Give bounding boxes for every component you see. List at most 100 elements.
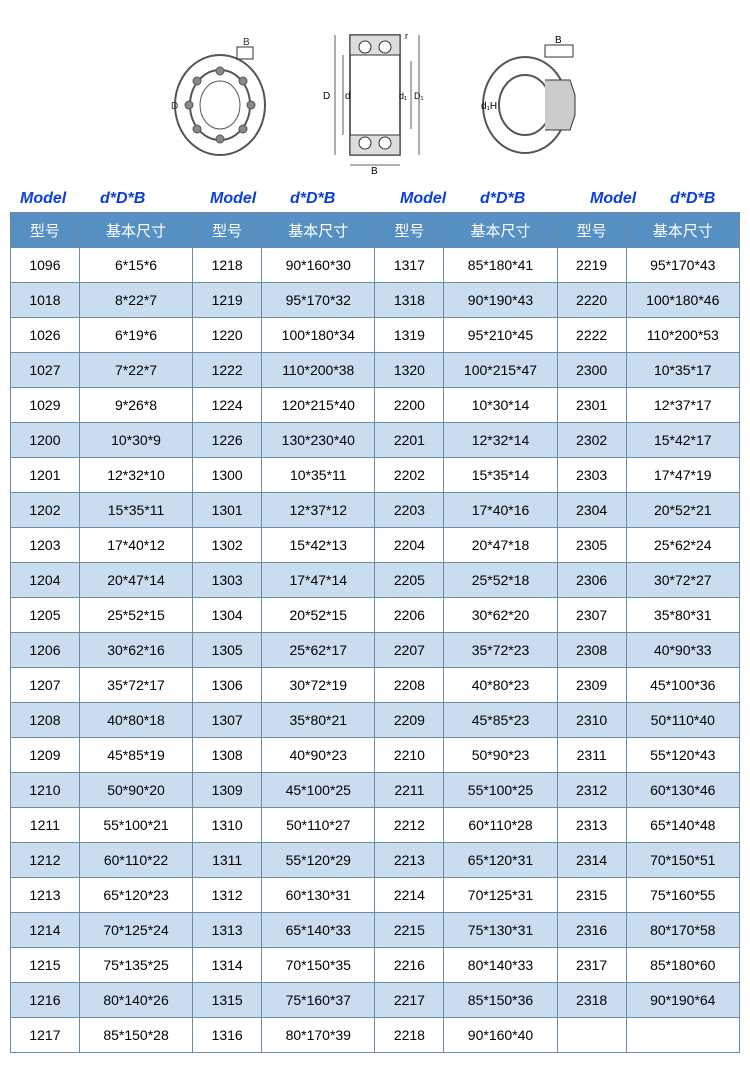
cell-dim: 95*170*32	[262, 283, 375, 318]
cell-dim: 75*130*31	[444, 913, 557, 948]
table-row: 121260*110*22131155*120*29221365*120*312…	[11, 843, 740, 878]
cell-model: 2210	[375, 738, 444, 773]
cell-dim: 12*32*14	[444, 423, 557, 458]
cell-dim: 40*80*23	[444, 668, 557, 703]
cell-dim: 70*150*51	[626, 843, 739, 878]
cell-dim: 90*160*30	[262, 248, 375, 283]
cell-dim: 65*120*23	[79, 878, 192, 913]
cell-dim: 20*52*15	[262, 598, 375, 633]
cell-dim: 12*37*12	[262, 493, 375, 528]
svg-text:D: D	[323, 91, 330, 102]
cell-dim: 9*26*8	[79, 388, 192, 423]
cell-dim: 35*80*31	[626, 598, 739, 633]
cell-dim: 6*15*6	[79, 248, 192, 283]
cell-model: 2307	[557, 598, 626, 633]
cell-model: 2219	[557, 248, 626, 283]
cell-model: 2207	[375, 633, 444, 668]
cell-dim: 100*180*34	[262, 318, 375, 353]
label-model-3: Model	[390, 190, 480, 208]
table-row: 10299*26*81224120*215*40220010*30*142301…	[11, 388, 740, 423]
cell-model: 1202	[11, 493, 80, 528]
cell-model: 1311	[193, 843, 262, 878]
cell-model: 1220	[193, 318, 262, 353]
label-dim-4: d*D*B	[670, 190, 750, 208]
cell-dim: 35*72*17	[79, 668, 192, 703]
table-row: 121785*150*28131680*170*39221890*160*40	[11, 1018, 740, 1053]
label-dim-1: d*D*B	[100, 190, 200, 208]
cell-model: 2214	[375, 878, 444, 913]
cell-dim: 80*140*33	[444, 948, 557, 983]
cell-model: 1207	[11, 668, 80, 703]
cell-model: 1307	[193, 703, 262, 738]
table-row: 10966*15*6121890*160*30131785*180*412219…	[11, 248, 740, 283]
cell-dim: 50*90*23	[444, 738, 557, 773]
cell-model: 1026	[11, 318, 80, 353]
cell-dim: 60*110*22	[79, 843, 192, 878]
table-body: 10966*15*6121890*160*30131785*180*412219…	[11, 248, 740, 1053]
cell-dim: 75*160*55	[626, 878, 739, 913]
cell-model: 1224	[193, 388, 262, 423]
cell-model: 1310	[193, 808, 262, 843]
th-dim: 基本尺寸	[79, 213, 192, 248]
cell-model: 1201	[11, 458, 80, 493]
cell-dim: 90*190*64	[626, 983, 739, 1018]
cell-dim: 25*52*18	[444, 563, 557, 598]
cell-model: 2209	[375, 703, 444, 738]
table-row: 10188*22*7121995*170*32131890*190*432220…	[11, 283, 740, 318]
cell-dim: 120*215*40	[262, 388, 375, 423]
table-row: 10277*22*71222110*200*381320100*215*4723…	[11, 353, 740, 388]
cell-model: 2218	[375, 1018, 444, 1053]
cell-dim: 55*120*29	[262, 843, 375, 878]
cell-dim: 10*30*9	[79, 423, 192, 458]
cell-dim: 100*180*46	[626, 283, 739, 318]
cell-dim: 65*140*33	[262, 913, 375, 948]
cell-dim: 20*47*14	[79, 563, 192, 598]
svg-text:D: D	[171, 101, 178, 112]
cell-dim: 10*30*14	[444, 388, 557, 423]
cell-model: 1210	[11, 773, 80, 808]
cell-model: 2304	[557, 493, 626, 528]
cell-model: 2204	[375, 528, 444, 563]
cell-model: 1027	[11, 353, 80, 388]
cell-model: 1316	[193, 1018, 262, 1053]
label-dim-3: d*D*B	[480, 190, 580, 208]
cell-dim: 10*35*11	[262, 458, 375, 493]
table-row: 120215*35*11130112*37*12220317*40*162304…	[11, 493, 740, 528]
cell-dim: 40*80*18	[79, 703, 192, 738]
cell-dim: 80*170*39	[262, 1018, 375, 1053]
cell-dim: 6*19*6	[79, 318, 192, 353]
cell-dim: 80*140*26	[79, 983, 192, 1018]
cell-model: 2222	[557, 318, 626, 353]
cell-model: 1305	[193, 633, 262, 668]
table-row: 120420*47*14130317*47*14220525*52*182306…	[11, 563, 740, 598]
column-labels-row: Model d*D*B Model d*D*B Model d*D*B Mode…	[0, 190, 750, 212]
cell-dim: 75*135*25	[79, 948, 192, 983]
cell-dim	[626, 1018, 739, 1053]
cell-model: 2305	[557, 528, 626, 563]
cell-dim: 30*72*19	[262, 668, 375, 703]
table-row: 120945*85*19130840*90*23221050*90*232311…	[11, 738, 740, 773]
cell-model: 1304	[193, 598, 262, 633]
cell-dim: 50*110*40	[626, 703, 739, 738]
cell-model: 1212	[11, 843, 80, 878]
cell-dim: 85*150*28	[79, 1018, 192, 1053]
cell-model: 2315	[557, 878, 626, 913]
cell-model: 1320	[375, 353, 444, 388]
cell-dim: 25*62*17	[262, 633, 375, 668]
cell-model: 1301	[193, 493, 262, 528]
table-row: 120735*72*17130630*72*19220840*80*232309…	[11, 668, 740, 703]
cell-model: 1218	[193, 248, 262, 283]
cell-dim: 45*100*36	[626, 668, 739, 703]
cell-model: 2217	[375, 983, 444, 1018]
cell-dim: 30*62*20	[444, 598, 557, 633]
table-row: 10266*19*61220100*180*34131995*210*45222…	[11, 318, 740, 353]
cell-model: 2213	[375, 843, 444, 878]
cell-model: 2302	[557, 423, 626, 458]
cell-model: 1206	[11, 633, 80, 668]
cell-model: 2203	[375, 493, 444, 528]
cell-model: 1211	[11, 808, 80, 843]
cell-dim: 45*85*23	[444, 703, 557, 738]
th-model: 型号	[193, 213, 262, 248]
cell-model: 1314	[193, 948, 262, 983]
cell-dim: 90*190*43	[444, 283, 557, 318]
